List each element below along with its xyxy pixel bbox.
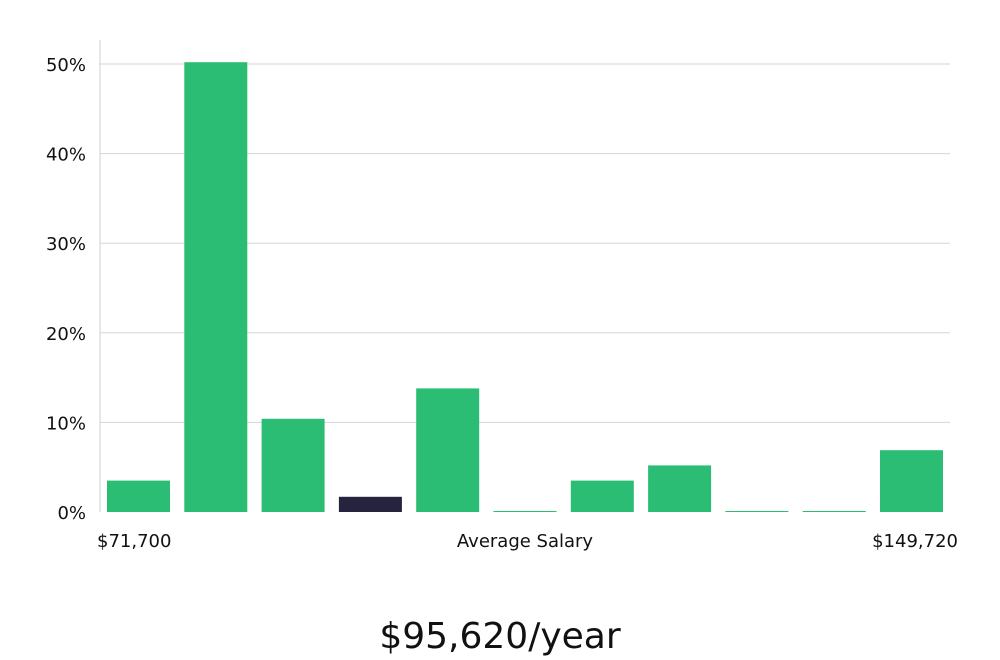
bar-4: [416, 388, 480, 512]
y-tick-label-40: 40%: [46, 145, 86, 166]
bar-0: [107, 480, 170, 512]
x-max-label: $149,720: [872, 531, 958, 552]
y-tick-label-30: 30%: [46, 234, 86, 255]
bar-highlighted-3: [338, 496, 402, 512]
x-axis-label: Average Salary: [457, 531, 594, 552]
y-tick-label-20: 20%: [46, 324, 86, 345]
bar-6: [570, 480, 634, 512]
bar-2: [261, 418, 325, 512]
y-tick-label-10: 10%: [46, 413, 86, 434]
y-tick-labels: 0% 10% 20% 30% 40% 50%: [46, 55, 86, 524]
bar-8: [725, 511, 789, 512]
bar-7: [648, 465, 712, 512]
bar-5: [493, 511, 557, 512]
bar-9: [802, 511, 866, 512]
bars: [107, 62, 943, 512]
x-min-label: $71,700: [97, 531, 171, 552]
bar-10: [880, 450, 943, 512]
y-tick-label-0: 0%: [57, 503, 86, 524]
average-salary-value: $95,620/year: [379, 616, 621, 657]
y-tick-label-50: 50%: [46, 55, 86, 76]
bar-1: [184, 62, 248, 512]
